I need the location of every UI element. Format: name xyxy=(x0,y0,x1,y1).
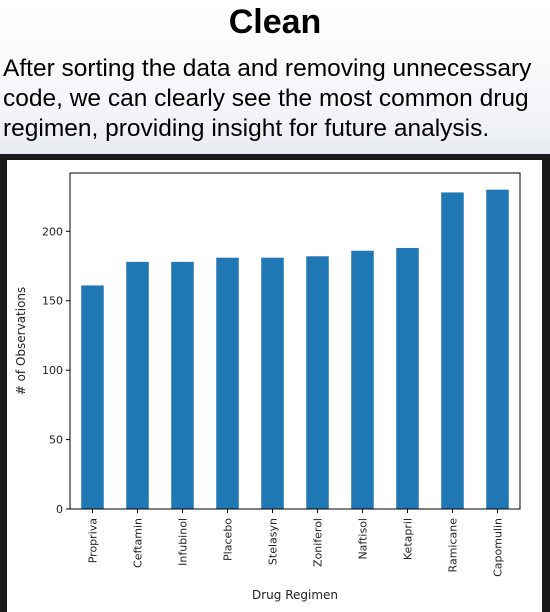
y-tick-label: 100 xyxy=(42,364,63,377)
y-tick-label: 0 xyxy=(56,503,63,516)
x-axis-label: Drug Regimen xyxy=(252,588,338,602)
bar-ramicane xyxy=(441,192,464,509)
bar-stelasyn xyxy=(261,258,284,509)
x-tick-label: Infubinol xyxy=(177,518,190,566)
bar-zoniferol xyxy=(306,256,329,509)
x-tick-label: Ramicane xyxy=(447,518,460,573)
x-tick-label: Zoniferol xyxy=(312,518,325,567)
bar-chart: 0 50 100 150 200 Propriva Ceftamin Infubinol Pl… xyxy=(7,160,542,612)
x-tick-label: Stelasyn xyxy=(267,518,280,565)
x-tick-label: Capomulin xyxy=(492,518,505,577)
slide-description: After sorting the data and removing unne… xyxy=(3,54,548,144)
bar-infubinol xyxy=(171,262,194,509)
bar-ketapril xyxy=(396,248,419,509)
slide-title: Clean xyxy=(0,0,550,46)
y-tick-label: 150 xyxy=(42,295,63,308)
x-tick-label: Ceftamin xyxy=(132,518,145,568)
bar-naftisol xyxy=(351,251,374,509)
x-tick-label: Ketapril xyxy=(402,518,415,560)
x-tick-label: Propriva xyxy=(87,518,100,563)
x-tick-label: Naftisol xyxy=(357,518,370,560)
bar-placebo xyxy=(216,258,239,509)
y-tick-label: 200 xyxy=(42,225,63,238)
bar-propriva xyxy=(81,285,104,509)
x-tick-label: Placebo xyxy=(222,518,235,561)
y-tick-label: 50 xyxy=(49,434,63,447)
bar-ceftamin xyxy=(126,262,149,509)
y-axis-label: # of Observations xyxy=(14,287,28,396)
bar-capomulin xyxy=(486,190,509,509)
